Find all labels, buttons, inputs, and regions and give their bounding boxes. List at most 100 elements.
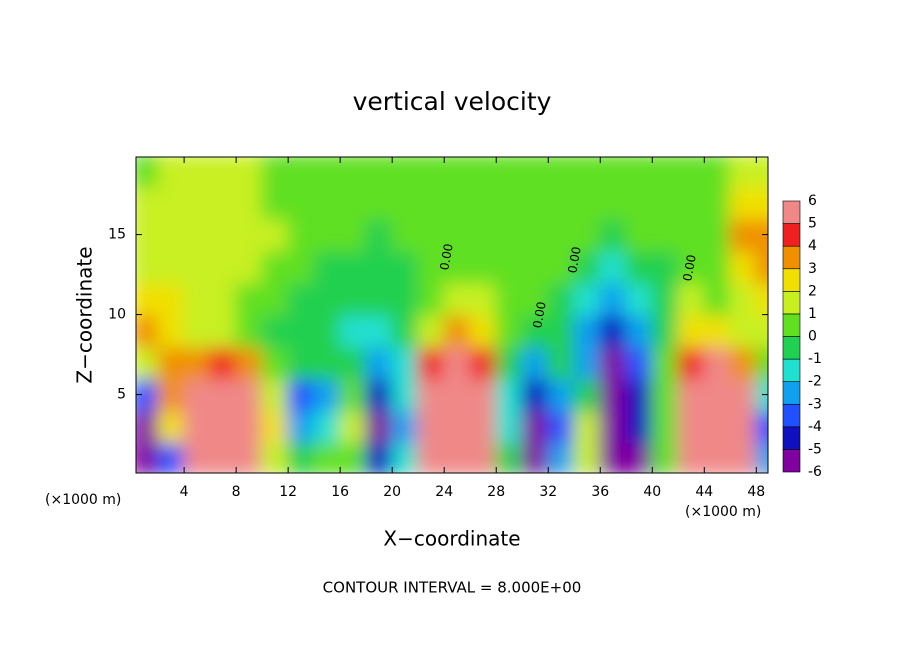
field-cell bbox=[261, 441, 290, 473]
field-cell bbox=[261, 345, 290, 380]
field-cell bbox=[365, 345, 394, 380]
field-cell bbox=[209, 377, 238, 412]
x-unit-label: (×1000 m) bbox=[685, 504, 761, 520]
field-cell bbox=[495, 185, 524, 220]
field-cell bbox=[365, 217, 394, 252]
field-cell bbox=[136, 217, 160, 252]
field-cell bbox=[391, 345, 420, 380]
field-cell bbox=[209, 185, 238, 220]
field-cell bbox=[729, 249, 758, 284]
field-cell bbox=[339, 377, 368, 412]
field-cell bbox=[339, 441, 368, 473]
field-cell bbox=[729, 409, 758, 444]
field-cell bbox=[313, 281, 342, 316]
field-cell bbox=[521, 409, 550, 444]
field-cell bbox=[651, 313, 680, 348]
field-cell bbox=[261, 157, 290, 188]
field-cell bbox=[136, 157, 160, 188]
field-cell bbox=[469, 377, 498, 412]
field-cell bbox=[157, 281, 186, 316]
field-cell bbox=[365, 441, 394, 473]
field-cell bbox=[521, 185, 550, 220]
field-cell bbox=[209, 281, 238, 316]
chart-title: vertical velocity bbox=[353, 87, 552, 116]
field-cell bbox=[287, 441, 316, 473]
field-cell bbox=[651, 157, 680, 188]
field-cell bbox=[443, 217, 472, 252]
colorbar-swatch bbox=[782, 291, 801, 315]
field-cell bbox=[495, 281, 524, 316]
colorbar-swatch bbox=[782, 403, 801, 428]
field-cell bbox=[235, 441, 264, 473]
field-cell bbox=[136, 313, 160, 348]
field-cell bbox=[495, 313, 524, 348]
colorbar-swatch bbox=[782, 449, 801, 473]
field-cell bbox=[235, 377, 264, 412]
field-cell bbox=[183, 409, 212, 444]
field-cell bbox=[521, 345, 550, 380]
colorbar-swatch bbox=[782, 358, 801, 382]
field-cell bbox=[677, 441, 706, 473]
field-cell bbox=[547, 441, 576, 473]
field-cell bbox=[573, 313, 602, 348]
field-cell bbox=[391, 409, 420, 444]
colorbar-tick-label: -5 bbox=[808, 441, 822, 457]
field-cell bbox=[287, 249, 316, 284]
y-tick-label: 10 bbox=[108, 307, 126, 323]
field-cell bbox=[625, 217, 654, 252]
field-cell bbox=[313, 345, 342, 380]
field-cell bbox=[599, 249, 628, 284]
field-cell bbox=[417, 217, 446, 252]
field-cell bbox=[729, 217, 758, 252]
field-cell bbox=[677, 409, 706, 444]
field-cell bbox=[417, 313, 446, 348]
field-cell bbox=[339, 249, 368, 284]
field-cell bbox=[755, 345, 768, 380]
field-cell bbox=[261, 249, 290, 284]
field-cell bbox=[625, 377, 654, 412]
field-cell bbox=[287, 217, 316, 252]
field-cell bbox=[729, 281, 758, 316]
field-cell bbox=[755, 441, 768, 473]
field-cell bbox=[573, 249, 602, 284]
field-cell bbox=[183, 441, 212, 473]
field-cell bbox=[573, 217, 602, 252]
field-cell bbox=[625, 281, 654, 316]
field-cell bbox=[755, 377, 768, 412]
field-cell bbox=[157, 249, 186, 284]
field-cell bbox=[235, 249, 264, 284]
colorbar-swatch bbox=[782, 313, 801, 337]
field-cell bbox=[755, 249, 768, 284]
field-cell bbox=[136, 377, 160, 412]
field-cell bbox=[443, 249, 472, 284]
field-cell bbox=[677, 377, 706, 412]
field-cell bbox=[157, 217, 186, 252]
field-cell bbox=[261, 281, 290, 316]
field-cell bbox=[365, 313, 394, 348]
field-cell bbox=[729, 345, 758, 380]
field-cell bbox=[521, 313, 550, 348]
field-cell bbox=[625, 409, 654, 444]
field-cell bbox=[261, 377, 290, 412]
field-cell bbox=[157, 345, 186, 380]
field-cell bbox=[417, 409, 446, 444]
field-cell bbox=[443, 281, 472, 316]
field-cell bbox=[729, 313, 758, 348]
x-tick-label: 16 bbox=[331, 484, 349, 500]
field-cell bbox=[755, 217, 768, 252]
field-cell bbox=[365, 185, 394, 220]
field-cell bbox=[547, 157, 576, 188]
field-cell bbox=[469, 313, 498, 348]
field-cell bbox=[339, 281, 368, 316]
field-cell bbox=[136, 345, 160, 380]
field-cell bbox=[599, 377, 628, 412]
field-cell bbox=[313, 217, 342, 252]
field-cell bbox=[365, 157, 394, 188]
field-cell bbox=[573, 441, 602, 473]
field-cell bbox=[625, 441, 654, 473]
field-cell bbox=[547, 377, 576, 412]
field-cell bbox=[417, 441, 446, 473]
field-cell bbox=[729, 377, 758, 412]
field-cell bbox=[261, 185, 290, 220]
field-cell bbox=[651, 249, 680, 284]
